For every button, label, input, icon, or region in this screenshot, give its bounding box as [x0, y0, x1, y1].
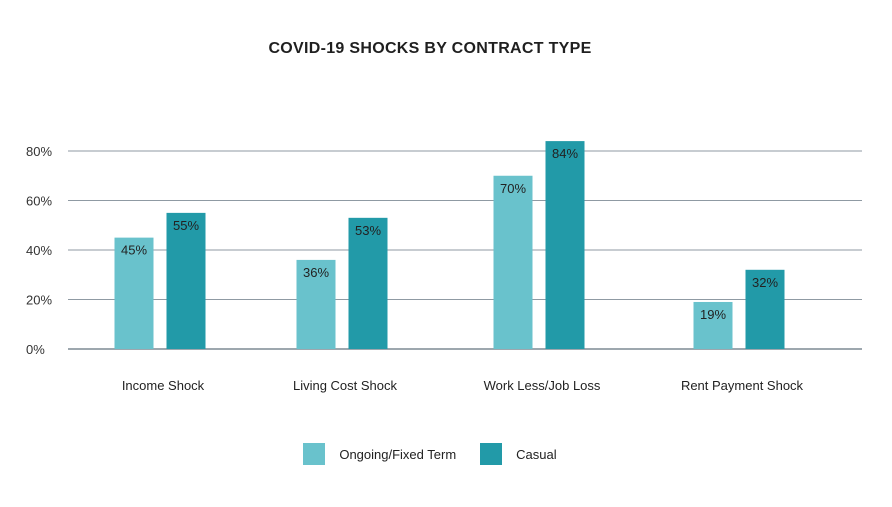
data-label: 84% — [552, 146, 578, 161]
y-tick-label: 60% — [26, 194, 52, 209]
legend-swatch-casual — [480, 443, 503, 465]
bar-casual — [348, 217, 388, 349]
data-label: 36% — [303, 265, 329, 280]
bar-ongoing — [114, 237, 154, 349]
legend-item-casual: Casual — [480, 443, 557, 465]
y-tick-label: 80% — [26, 144, 52, 159]
bar-ongoing — [296, 259, 336, 349]
category-label: Work Less/Job Loss — [484, 378, 601, 393]
legend: Ongoing/Fixed Term Casual — [0, 443, 860, 465]
y-tick-label: 0% — [26, 342, 45, 357]
bar-casual — [166, 212, 206, 349]
bar-chart: 0% 20% 40% 60% 80% 45% 55% Income Shock 36% 53% L… — [26, 141, 862, 393]
data-label: 45% — [121, 243, 147, 258]
data-label: 32% — [752, 275, 778, 290]
bar-ongoing — [693, 301, 733, 349]
legend-swatch-ongoing — [303, 443, 326, 465]
chart-title: COVID-19 SHOCKS BY CONTRACT TYPE — [268, 40, 592, 57]
bar-casual — [545, 141, 585, 349]
y-tick-label: 20% — [26, 293, 52, 308]
y-tick-label: 40% — [26, 243, 52, 258]
data-label: 70% — [500, 181, 526, 196]
bar-casual — [745, 269, 785, 349]
legend-label-casual: Casual — [516, 446, 557, 462]
legend-label-ongoing: Ongoing/Fixed Term — [339, 446, 457, 462]
category-label: Income Shock — [122, 378, 205, 393]
data-label: 55% — [173, 218, 199, 233]
category-label: Living Cost Shock — [293, 378, 398, 393]
legend-item-ongoing: Ongoing/Fixed Term — [303, 443, 456, 465]
data-label: 19% — [700, 307, 726, 322]
bar-ongoing — [493, 175, 533, 349]
category-label: Rent Payment Shock — [681, 378, 804, 393]
data-label: 53% — [355, 223, 381, 238]
